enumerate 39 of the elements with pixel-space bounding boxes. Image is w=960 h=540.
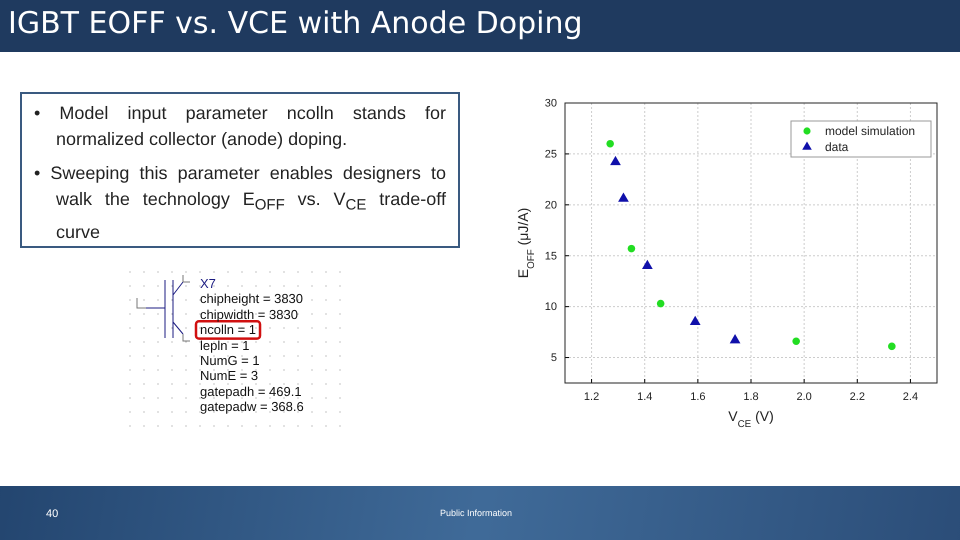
x-axis-title: V$_{CE}$ (V) [728, 408, 774, 430]
x-tick-label: 1.2 [584, 390, 600, 403]
point [628, 244, 636, 252]
text: gatepadw = 368.6 [200, 399, 304, 415]
point [792, 337, 800, 346]
x-tick-label: 1.4 [637, 390, 652, 403]
point [610, 156, 621, 166]
point [656, 300, 664, 308]
y-tick-label: 30 [544, 98, 557, 110]
point [618, 192, 629, 202]
text: Public Information [440, 508, 512, 518]
text: gatepadh = 469.1 [200, 384, 303, 400]
x-tick-label: 2.2 [850, 390, 865, 403]
legend-label: model simulation [825, 124, 916, 138]
point [730, 334, 740, 344]
text: • Model input parameter ncolln stands for normalized collector (anode) doping. [34, 102, 446, 151]
point [690, 316, 701, 326]
y-tick-label: 10 [544, 301, 557, 314]
text: • Sweeping this parameter enables designers to walk the technology E$_{OFF}$ vs. V$_{CE}$ trade-off curve [34, 163, 446, 242]
text: NumG = 1 [200, 353, 261, 368]
x-tick-label: 1.8 [743, 390, 759, 403]
y-tick-label: 25 [544, 148, 557, 160]
text: X7 [200, 276, 217, 292]
text: chipheight = 3830 [200, 291, 304, 307]
point [888, 342, 896, 350]
legend-label: data [825, 140, 849, 154]
x-tick-label: 2.4 [902, 390, 918, 403]
point [642, 260, 653, 270]
text: lepln = 1 [200, 338, 251, 354]
x-tick-label: 2.0 [796, 390, 812, 403]
x-tick-label: 1.6 [690, 390, 706, 403]
text: chipwidth = 3830 [200, 306, 299, 322]
y-tick-label: 5 [550, 352, 557, 364]
text: NumE = 3 [200, 368, 260, 384]
text: 40 [46, 508, 58, 520]
y-tick-label: 15 [544, 250, 557, 262]
text: ncolln = 1 [200, 322, 256, 338]
text: IGBT EOFF vs. VCE with Anode Doping [8, 6, 583, 41]
y-tick-label: 20 [544, 199, 557, 212]
